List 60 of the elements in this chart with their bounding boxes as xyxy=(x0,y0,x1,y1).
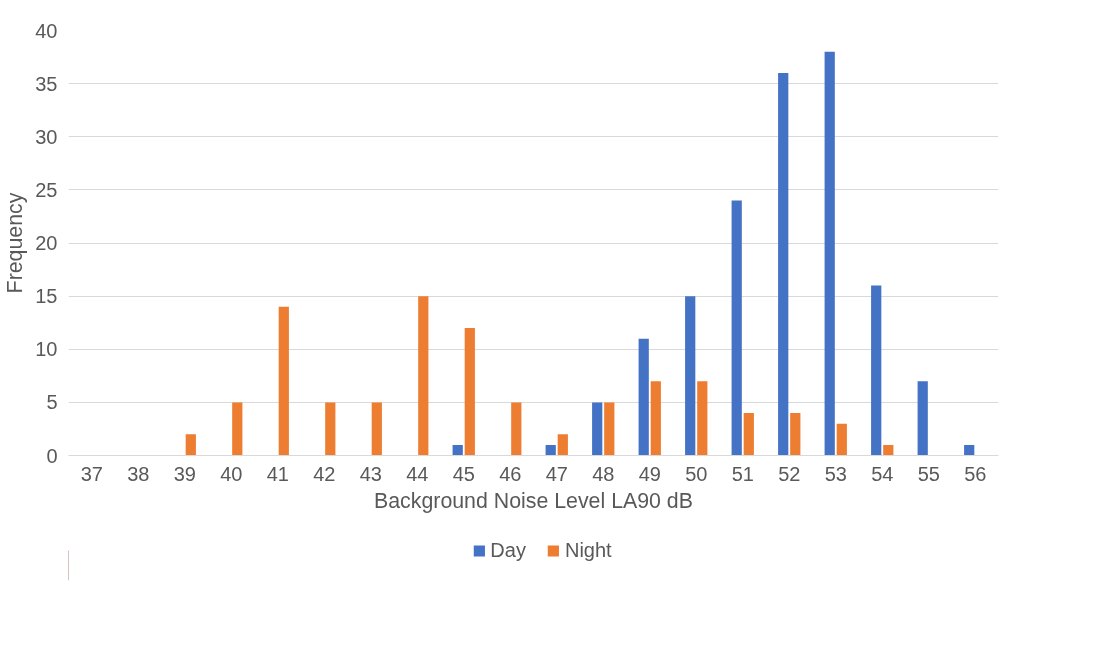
x-tick-label: 49 xyxy=(638,462,661,485)
x-tick-label: 44 xyxy=(406,462,429,485)
bar xyxy=(836,423,847,456)
bar xyxy=(650,381,661,456)
bar xyxy=(557,434,568,456)
bar xyxy=(883,444,894,456)
x-tick-label: 50 xyxy=(685,462,708,485)
bar xyxy=(325,402,336,456)
y-tick-label: 40 xyxy=(35,19,58,42)
bar xyxy=(545,444,556,456)
x-axis-title: Background Noise Level LA90 dB xyxy=(374,488,693,513)
bar xyxy=(452,444,463,456)
bar xyxy=(685,296,696,456)
bar xyxy=(418,296,429,456)
bar xyxy=(278,306,289,456)
legend-label: Day xyxy=(490,538,526,562)
x-tick-label: 39 xyxy=(173,462,196,485)
bar xyxy=(790,413,801,456)
x-tick-label: 37 xyxy=(80,462,103,485)
x-tick-label: 46 xyxy=(499,462,522,485)
bar xyxy=(871,285,882,456)
x-tick-label: 42 xyxy=(313,462,336,485)
y-tick-label: 25 xyxy=(35,178,58,201)
x-tick-label: 51 xyxy=(731,462,754,485)
y-tick-label: 20 xyxy=(35,232,58,254)
bar xyxy=(464,328,475,456)
bar xyxy=(371,402,382,456)
bar xyxy=(964,444,975,456)
bar xyxy=(592,402,603,456)
bar xyxy=(232,402,243,456)
bar xyxy=(917,381,928,456)
y-tick-label: 30 xyxy=(35,125,58,148)
bar xyxy=(604,402,615,456)
bar xyxy=(824,51,835,456)
x-tick-label: 52 xyxy=(778,462,801,485)
x-tick-label: 41 xyxy=(266,462,289,485)
bar xyxy=(697,381,708,456)
x-tick-label: 45 xyxy=(452,462,475,485)
x-tick-label: 53 xyxy=(824,462,847,485)
y-axis-title: Frequency xyxy=(3,192,28,294)
x-tick-label: 56 xyxy=(964,462,987,485)
bar xyxy=(638,338,649,456)
x-tick-label: 48 xyxy=(592,462,615,485)
x-tick-label: 54 xyxy=(871,462,894,485)
bar xyxy=(778,73,789,456)
y-tick-label: 5 xyxy=(46,391,58,414)
bar xyxy=(185,434,196,456)
bar xyxy=(511,402,522,456)
bar xyxy=(743,413,754,456)
x-tick-label: 40 xyxy=(220,462,243,485)
x-tick-label: 47 xyxy=(545,462,568,485)
y-tick-label: 15 xyxy=(35,285,58,308)
y-tick-label: 0 xyxy=(46,444,58,467)
legend-label: Night xyxy=(564,538,612,562)
bar xyxy=(731,200,742,456)
y-tick-label: 10 xyxy=(35,338,58,361)
x-tick-label: 38 xyxy=(127,462,150,485)
x-tick-label: 55 xyxy=(917,462,940,485)
x-tick-label: 43 xyxy=(359,462,382,485)
y-tick-label: 35 xyxy=(35,72,58,95)
